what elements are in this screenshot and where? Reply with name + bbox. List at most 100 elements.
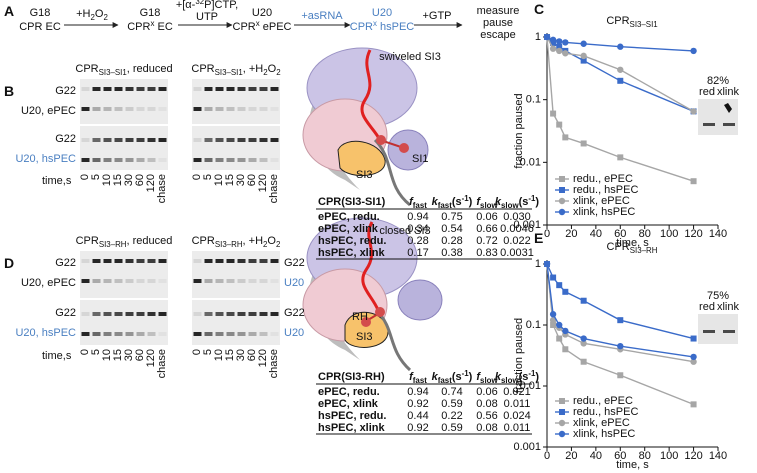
table-cell: 0.024 xyxy=(503,410,531,422)
arrow-label-part: O xyxy=(95,8,104,20)
gel-band xyxy=(248,138,257,142)
gel-band xyxy=(147,259,156,263)
outcome: pause xyxy=(483,17,513,29)
lane-label: 5 xyxy=(90,349,102,355)
gel-band xyxy=(215,279,224,283)
table-header-part: ) xyxy=(469,371,473,383)
table-header-part: f xyxy=(476,196,481,208)
y-axis-label: fraction paused xyxy=(513,318,525,393)
gel-band xyxy=(147,158,156,162)
lane-label: 0 xyxy=(79,349,91,355)
gel-band xyxy=(81,259,90,263)
gel-band xyxy=(158,138,167,142)
gel-band xyxy=(125,138,134,142)
table-header-part: k xyxy=(495,371,502,383)
outcome: measure xyxy=(477,5,520,17)
gel-title-part: 2 xyxy=(263,68,267,77)
gel-band xyxy=(270,158,279,162)
x-tick-label: 120 xyxy=(684,228,702,240)
panel-label: E xyxy=(534,230,543,246)
gel-band xyxy=(193,332,202,336)
chart-title-part: CPR xyxy=(607,241,630,253)
gel-band xyxy=(204,312,213,316)
lane-label: 15 xyxy=(224,174,236,186)
gel-band xyxy=(259,312,268,316)
gel-band xyxy=(259,279,268,283)
gel-band xyxy=(248,107,257,111)
marker xyxy=(580,52,587,60)
gel-title-part: , +H xyxy=(243,235,264,247)
row-label: G22 xyxy=(284,307,305,319)
gel-band xyxy=(193,259,202,263)
gel-band xyxy=(114,312,123,316)
gel-band xyxy=(103,138,112,142)
table-header-part: ) xyxy=(469,196,473,208)
state: CPRx EC xyxy=(127,19,173,33)
state-part: CPR xyxy=(127,21,150,33)
table-header-part: f xyxy=(409,371,414,383)
table-header-part: k xyxy=(495,196,502,208)
diagram-label: SI3 xyxy=(356,169,373,181)
marker xyxy=(562,346,569,353)
gel-title-part: CPR xyxy=(192,235,215,247)
state: U20 xyxy=(372,7,392,19)
panel-label: B xyxy=(4,83,14,99)
state-part: x xyxy=(150,19,154,28)
x-axis-label: time, s xyxy=(616,459,649,471)
gel-band xyxy=(193,312,202,316)
inset-label: 75% xyxy=(707,290,729,302)
gel-band xyxy=(103,87,112,91)
gel-band xyxy=(158,279,167,283)
gel-title-part: CPR xyxy=(75,63,98,75)
gel-band xyxy=(114,332,123,336)
lane-label: 60 xyxy=(134,349,146,361)
legend-label: redu., ePEC xyxy=(573,173,633,185)
gel-band xyxy=(237,138,246,142)
x-tick-label: 20 xyxy=(565,228,577,240)
gel-title-part: SI3–RH xyxy=(99,240,127,249)
inset-band xyxy=(723,330,735,333)
y-axis-label: fraction paused xyxy=(513,93,525,168)
gel-band xyxy=(147,332,156,336)
gel-title: CPRSI3–RH, reduced xyxy=(76,235,173,249)
lane-label: 5 xyxy=(202,349,214,355)
gel xyxy=(192,79,280,124)
marker xyxy=(549,36,557,44)
marker xyxy=(556,38,563,45)
marker xyxy=(690,358,697,365)
gel-band xyxy=(226,332,235,336)
gel-band xyxy=(193,138,202,142)
gel-band xyxy=(147,107,156,111)
gel-band xyxy=(114,158,123,162)
lane-label: 5 xyxy=(202,174,214,180)
marker xyxy=(690,335,697,342)
gel-band xyxy=(204,279,213,283)
gel-band xyxy=(204,138,213,142)
series-line xyxy=(546,263,694,406)
gel-band xyxy=(125,332,134,336)
lane-label: 60 xyxy=(134,174,146,186)
legend-label: redu., ePEC xyxy=(573,395,633,407)
gel-band xyxy=(226,158,235,162)
x-tick-label: 80 xyxy=(639,450,651,462)
table-header-part: (s xyxy=(452,196,462,208)
gel-band xyxy=(103,312,112,316)
gel-band xyxy=(270,312,279,316)
table-header: kslow(s-1) xyxy=(495,369,540,385)
panel-label: D xyxy=(4,255,14,271)
inset-band xyxy=(724,103,732,113)
table-header-part: (s xyxy=(452,371,462,383)
marker xyxy=(617,43,624,50)
gel-band xyxy=(125,312,134,316)
arrow-label: UTP xyxy=(196,11,218,23)
y-tick-label: 1 xyxy=(535,31,541,43)
table-cell: 0.08 xyxy=(476,422,497,434)
legend-label: xlink, ePEC xyxy=(573,417,630,429)
marker xyxy=(550,274,557,281)
arrow-label-part: 2 xyxy=(91,13,95,22)
table-header-part: slow xyxy=(501,201,519,210)
gel xyxy=(80,251,168,298)
table-cell: 0.030 xyxy=(503,211,531,223)
lane-label: 0 xyxy=(191,349,203,355)
row-label: U20 xyxy=(284,277,304,289)
